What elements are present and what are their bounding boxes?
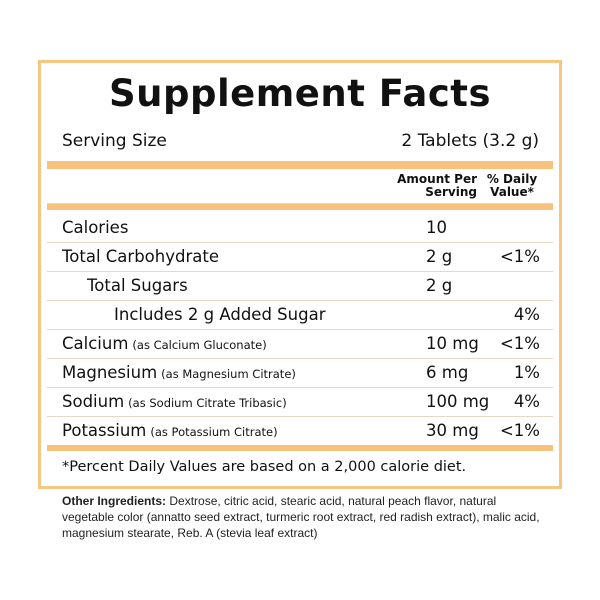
footnote: *Percent Daily Values are based on a 2,0… bbox=[62, 459, 467, 475]
daily-value: <1% bbox=[499, 247, 540, 266]
other-ingredients: Other Ingredients: Dextrose, citric acid… bbox=[62, 493, 542, 541]
nutrient-name: Sodium bbox=[62, 392, 125, 411]
nutrient-row: Includes 2 g Added Sugar 4% bbox=[47, 301, 553, 330]
other-text: Dextrose, citric acid, stearic acid, nat… bbox=[62, 494, 540, 540]
divider bbox=[47, 161, 553, 169]
nutrient-source: (as Magnesium Citrate) bbox=[161, 367, 296, 381]
divider bbox=[47, 204, 553, 210]
nutrient-name: Magnesium bbox=[62, 363, 158, 382]
nutrient-name-cell: Magnesium (as Magnesium Citrate) bbox=[62, 359, 296, 388]
other-label: Other Ingredients: bbox=[62, 494, 167, 508]
nutrient-row: Sodium (as Sodium Citrate Tribasic) 100 mg… bbox=[47, 388, 553, 417]
nutrient-name: Total Carbohydrate bbox=[62, 247, 219, 266]
nutrient-rows: Calories 10 Total Carbohydrate 2 g <1% Total … bbox=[41, 210, 559, 445]
title: Supplement Facts bbox=[108, 72, 491, 115]
amount: 100 mg bbox=[426, 392, 490, 411]
serving-value: 2 Tablets (3.2 g) bbox=[401, 131, 539, 151]
nutrient-name-cell: Calcium (as Calcium Gluconate) bbox=[62, 330, 267, 359]
amount: 10 mg bbox=[426, 334, 479, 353]
nutrient-source: (as Sodium Citrate Tribasic) bbox=[128, 396, 287, 410]
daily-value: 1% bbox=[513, 363, 540, 382]
amount: 6 mg bbox=[426, 363, 469, 382]
nutrient-name-cell: Total Carbohydrate bbox=[62, 243, 219, 271]
daily-header: % Daily Value* bbox=[486, 172, 538, 199]
amount: 10 bbox=[426, 218, 447, 237]
amount-header: Amount Per Serving bbox=[397, 172, 477, 199]
divider bbox=[47, 445, 553, 451]
column-header: Amount Per Serving % Daily Value* bbox=[47, 169, 553, 204]
nutrient-row: Magnesium (as Magnesium Citrate) 6 mg 1% bbox=[47, 359, 553, 388]
nutrient-name: Calories bbox=[62, 218, 129, 237]
nutrient-name: Includes 2 g Added Sugar bbox=[114, 305, 326, 324]
nutrient-name-cell: Total Sugars bbox=[87, 272, 188, 300]
amount: 30 mg bbox=[426, 421, 479, 440]
nutrient-row: Calcium (as Calcium Gluconate) 10 mg <1% bbox=[47, 330, 553, 359]
daily-value: 4% bbox=[513, 392, 540, 411]
daily-value: <1% bbox=[499, 334, 540, 353]
amount: 2 g bbox=[426, 247, 453, 266]
nutrient-name-cell: Calories bbox=[62, 214, 128, 242]
nutrient-row: Total Sugars 2 g bbox=[47, 272, 553, 301]
amount: 2 g bbox=[426, 276, 453, 295]
nutrient-source: (as Potassium Citrate) bbox=[150, 425, 278, 439]
nutrient-name-cell: Potassium (as Potassium Citrate) bbox=[62, 417, 278, 446]
nutrient-row: Total Carbohydrate 2 g <1% bbox=[47, 243, 553, 272]
serving-row: Serving Size 2 Tablets (3.2 g) bbox=[41, 123, 559, 159]
facts-panel: Supplement Facts Serving Size 2 Tablets … bbox=[38, 60, 562, 489]
nutrient-row: Calories 10 bbox=[47, 214, 553, 243]
nutrient-name-cell: Includes 2 g Added Sugar bbox=[114, 301, 325, 329]
daily-value: 4% bbox=[513, 305, 540, 324]
daily-value: <1% bbox=[499, 421, 540, 440]
nutrient-row: Potassium (as Potassium Citrate) 30 mg <1% bbox=[47, 417, 553, 445]
nutrient-name: Total Sugars bbox=[87, 276, 188, 295]
serving-label: Serving Size bbox=[62, 131, 167, 151]
nutrient-source: (as Calcium Gluconate) bbox=[132, 338, 267, 352]
nutrient-name-cell: Sodium (as Sodium Citrate Tribasic) bbox=[62, 388, 287, 417]
nutrient-name: Potassium bbox=[62, 421, 147, 440]
nutrient-name: Calcium bbox=[62, 334, 129, 353]
